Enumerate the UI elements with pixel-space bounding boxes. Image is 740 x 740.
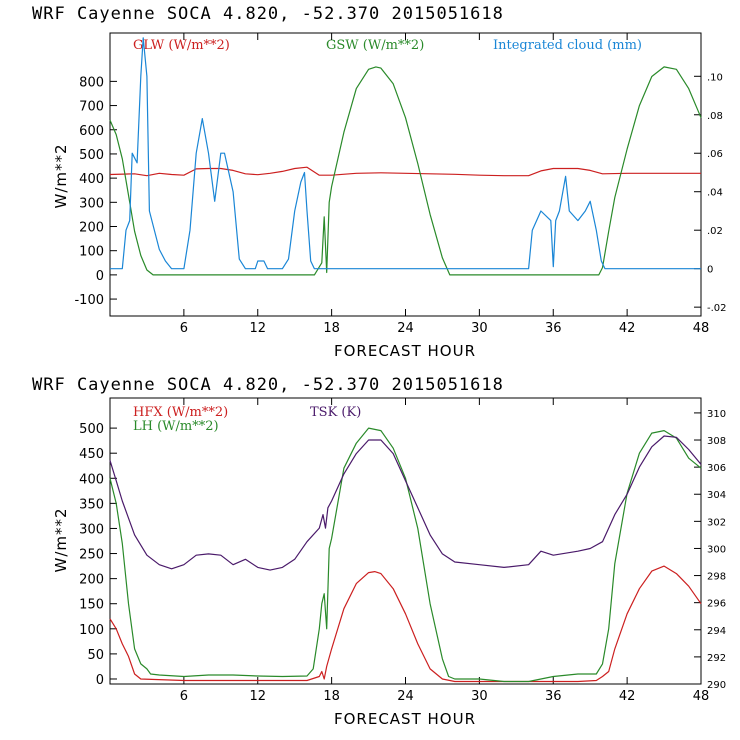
legend-cloud: Integrated cloud (mm)	[493, 38, 642, 53]
x-tick-label: 6	[180, 321, 188, 336]
x-tick-label: 30	[471, 321, 488, 336]
y-tick-label: -100	[74, 293, 104, 308]
y-tick-label: 400	[79, 172, 104, 187]
legend-glw: GLW (W/m**2)	[133, 38, 230, 53]
y-tick-label: 150	[79, 598, 104, 613]
panel-top-frame	[109, 32, 702, 317]
legend-lh: LH (W/m**2)	[133, 419, 219, 434]
y2-tick-label: 302	[707, 517, 726, 528]
y2-tick-label: .10	[707, 72, 723, 83]
x-tick-label: 48	[693, 321, 710, 336]
x-tick-label: 18	[323, 321, 340, 336]
y-tick-label: 450	[79, 447, 104, 462]
panel-top-xlabel: FORECAST HOUR	[334, 342, 476, 360]
x-tick-label: 36	[545, 321, 562, 336]
y2-tick-label: 300	[707, 544, 726, 555]
y2-tick-label: 298	[707, 572, 726, 583]
y-tick-label: 100	[79, 623, 104, 638]
panel-bottom-title: WRF Cayenne SOCA 4.820, -52.370 20150516…	[32, 375, 504, 395]
panel-top-series	[109, 37, 702, 276]
panel-top-x-axis: 6 12 18 24 30 36 42 48	[180, 33, 710, 336]
y2-tick-label: 308	[707, 436, 726, 447]
y2-tick-label: 296	[707, 599, 726, 610]
y-tick-label: 500	[79, 148, 104, 163]
x-tick-label: 36	[545, 689, 562, 704]
y-tick-label: 500	[79, 422, 104, 437]
x-tick-label: 12	[249, 689, 266, 704]
x-tick-label: 42	[619, 321, 636, 336]
x-tick-label: 42	[619, 689, 636, 704]
series-line-lh	[109, 427, 702, 683]
panel-top-y-axis: -100 0 100 200 300 400 500 600 700 800	[74, 75, 117, 308]
y2-tick-label: -.02	[707, 303, 727, 314]
series-line-hfx	[109, 565, 702, 683]
y2-tick-label: 310	[707, 409, 726, 420]
panel-bottom-frame	[109, 397, 702, 685]
series-line-tsk	[109, 435, 702, 571]
legend-gsw: GSW (W/m**2)	[326, 38, 424, 53]
y-tick-label: 0	[96, 269, 104, 284]
y-tick-label: 400	[79, 472, 104, 487]
panel-bottom: WRF Cayenne SOCA 4.820, -52.370 20150516…	[32, 375, 726, 728]
y-tick-label: 200	[79, 573, 104, 588]
x-tick-label: 48	[693, 689, 710, 704]
panel-bottom-x-axis: 6 12 18 24 30 36 42 48	[180, 398, 710, 704]
y-tick-label: 700	[79, 100, 104, 115]
y2-tick-label: 294	[707, 626, 726, 637]
panel-top: WRF Cayenne SOCA 4.820, -52.370 20150516…	[32, 4, 727, 360]
panel-top-ylabel: W/m**2	[52, 143, 70, 208]
y-tick-label: 350	[79, 497, 104, 512]
y2-tick-label: .04	[707, 188, 723, 199]
y-tick-label: 300	[79, 196, 104, 211]
y-tick-label: 50	[87, 648, 104, 663]
y2-tick-label: 290	[707, 680, 726, 691]
panel-bottom-y2-axis: 290 292 294 296 298 300 302 304 306 308 310	[694, 409, 726, 691]
y2-tick-label: 0	[707, 265, 713, 276]
x-tick-label: 6	[180, 689, 188, 704]
x-tick-label: 18	[323, 689, 340, 704]
y-tick-label: 250	[79, 548, 104, 563]
series-line-glw	[109, 166, 701, 177]
panel-bottom-xlabel: FORECAST HOUR	[334, 710, 476, 728]
y2-tick-label: .06	[707, 149, 723, 160]
y-tick-label: 300	[79, 522, 104, 537]
y-tick-label: 600	[79, 124, 104, 139]
x-tick-label: 24	[397, 321, 414, 336]
y2-tick-label: .08	[707, 111, 723, 122]
y-tick-label: 200	[79, 221, 104, 236]
y2-tick-label: 292	[707, 653, 726, 664]
y2-tick-label: 306	[707, 463, 726, 474]
legend-tsk: TSK (K)	[310, 405, 361, 420]
y-tick-label: 0	[96, 673, 104, 688]
x-tick-label: 12	[249, 321, 266, 336]
y-tick-label: 800	[79, 75, 104, 90]
x-tick-label: 30	[471, 689, 488, 704]
y2-tick-label: 304	[707, 490, 726, 501]
legend-hfx: HFX (W/m**2)	[133, 405, 228, 420]
y-tick-label: 100	[79, 245, 104, 260]
panel-bottom-series	[109, 427, 702, 683]
series-line-integrated	[110, 37, 701, 270]
panel-bottom-y-axis: 0 50 100 150 200 250 300 350 400 450 500	[79, 422, 117, 688]
y2-tick-label: .02	[707, 226, 723, 237]
panel-bottom-ylabel: W/m**2	[52, 507, 70, 572]
panel-top-title: WRF Cayenne SOCA 4.820, -52.370 20150516…	[32, 4, 504, 24]
series-line-gsw	[109, 66, 702, 276]
panel-top-y2-axis: -.02 0 .02 .04 .06 .08 .10	[694, 72, 727, 314]
x-tick-label: 24	[397, 689, 414, 704]
